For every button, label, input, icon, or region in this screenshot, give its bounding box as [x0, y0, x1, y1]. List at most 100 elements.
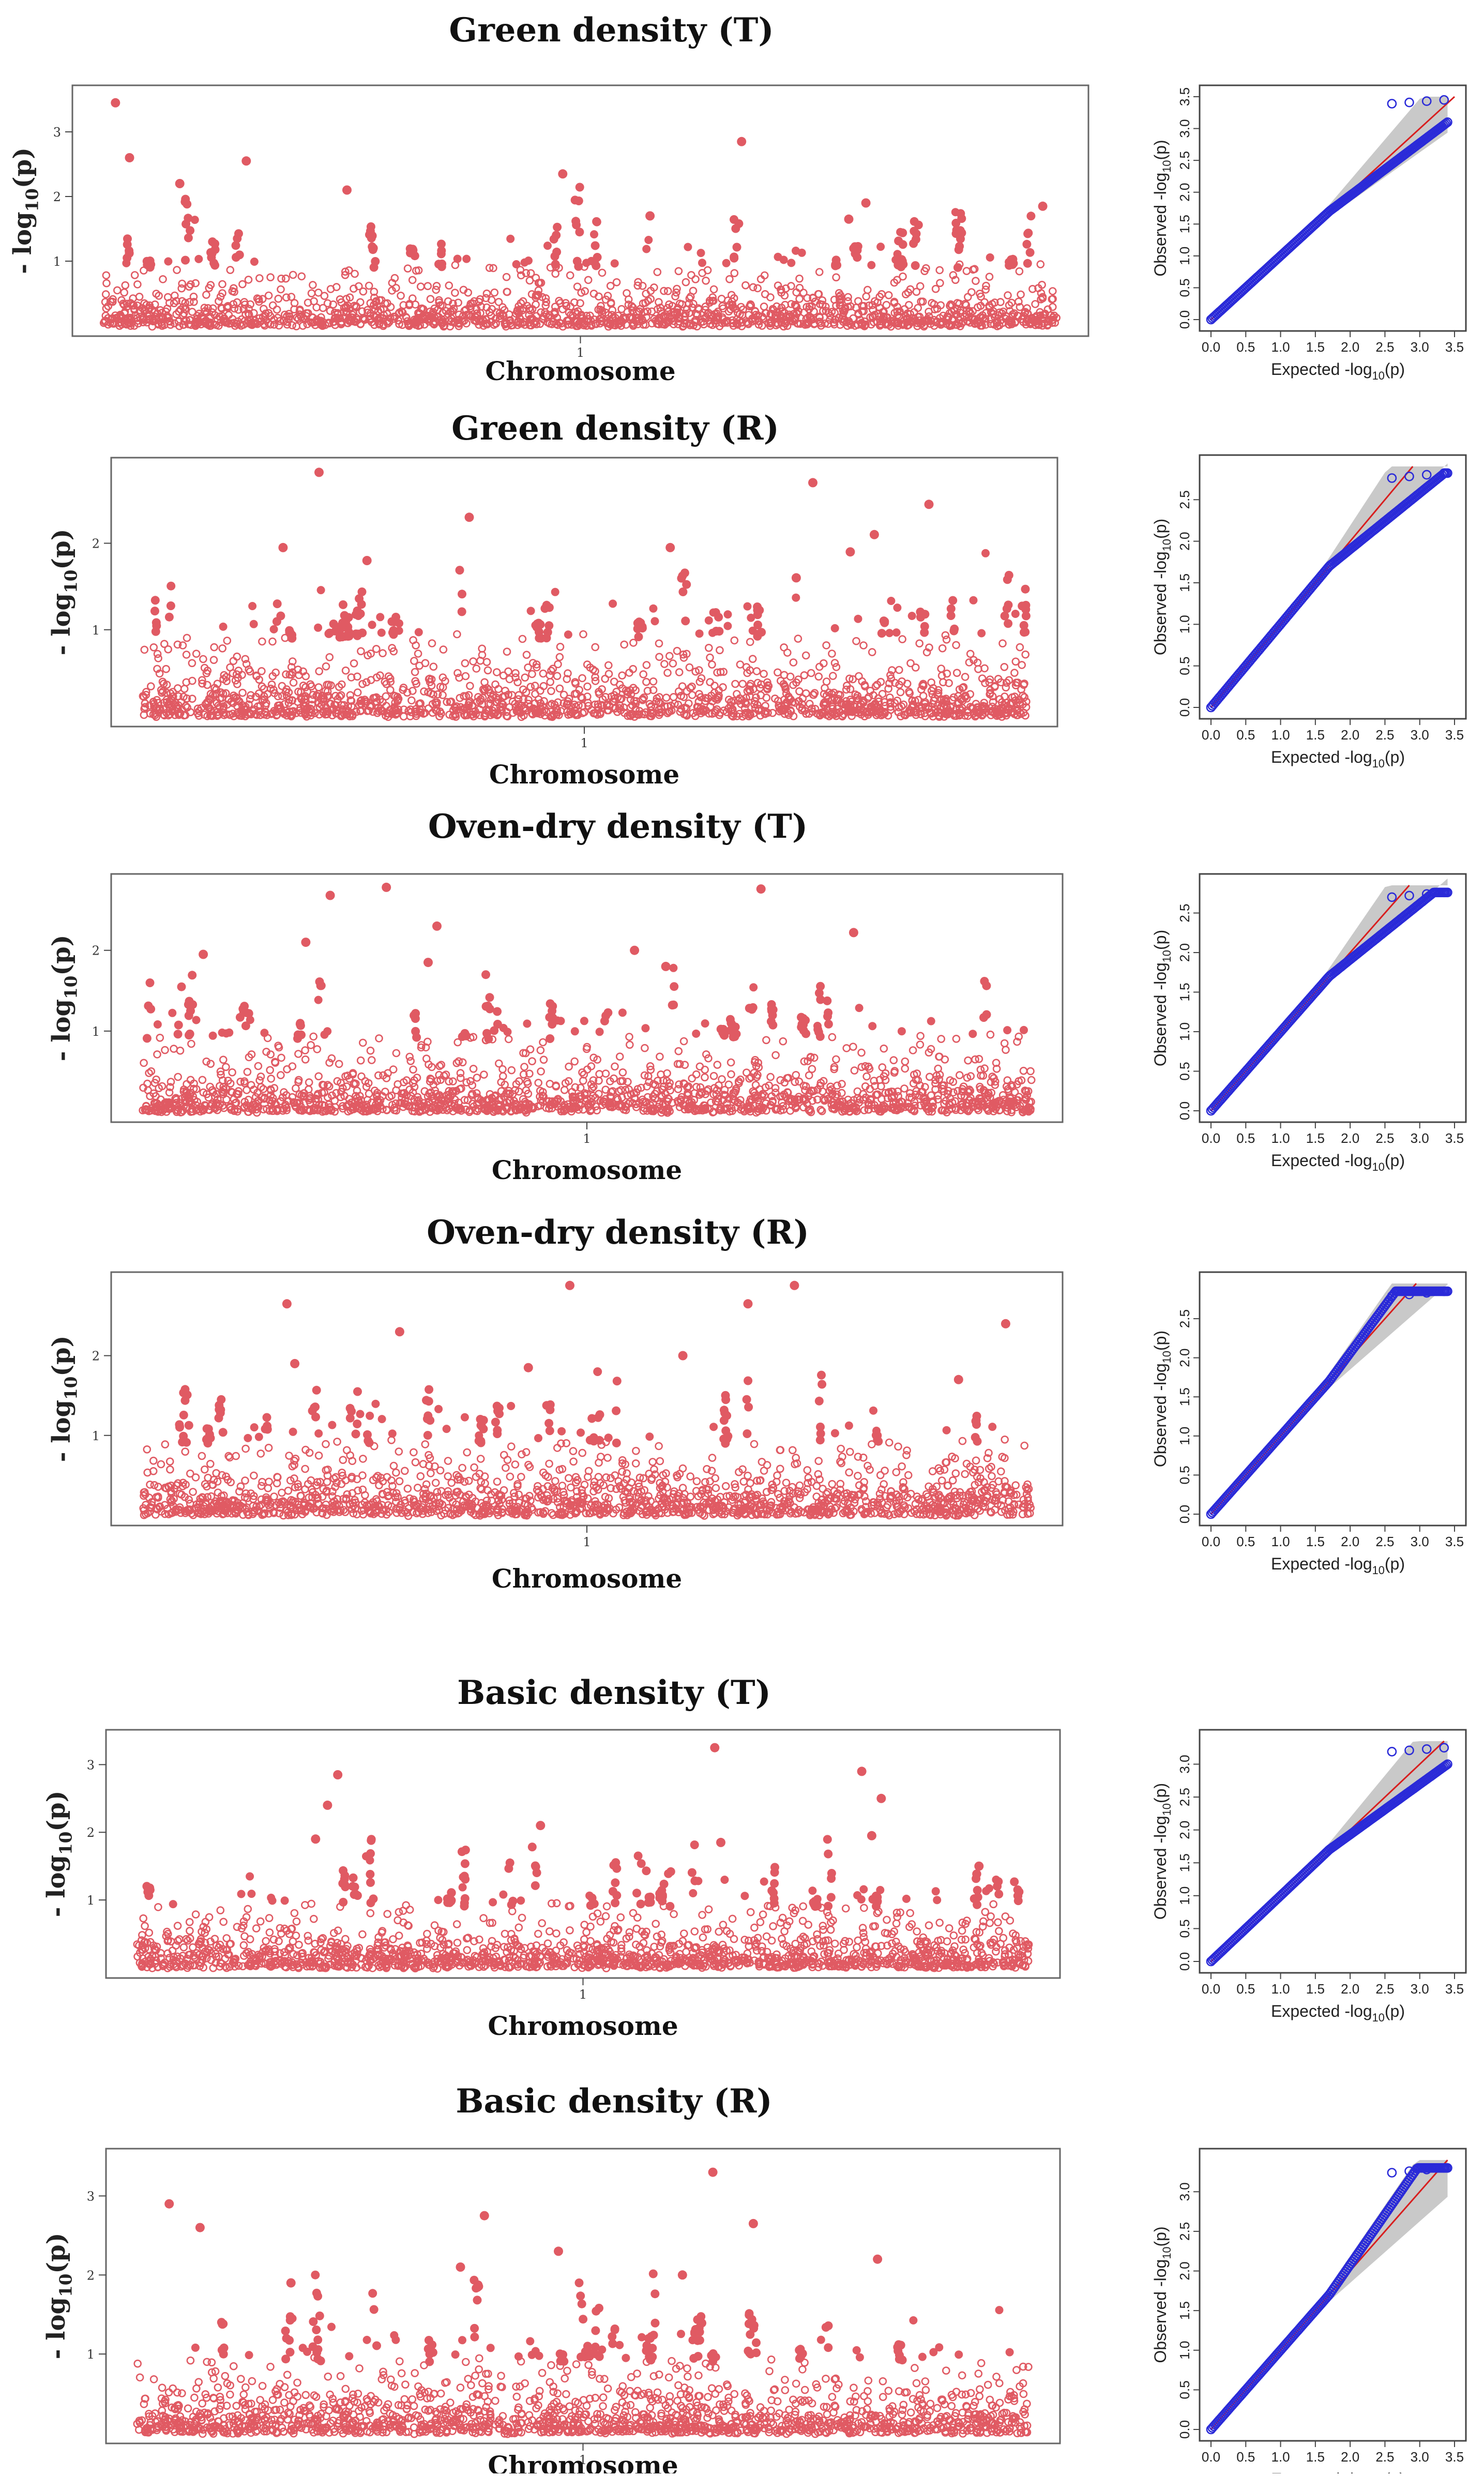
snp-point: [299, 323, 306, 329]
snp-point: [869, 649, 875, 656]
qq-y-tick-label: 2.0: [1177, 183, 1192, 202]
snp-point: [831, 624, 839, 632]
snp-point: [718, 295, 725, 302]
snp-point: [883, 301, 890, 308]
snp-point: [898, 229, 907, 237]
snp-point: [864, 286, 871, 293]
snp-point: [699, 269, 706, 276]
snp-point: [576, 183, 584, 192]
qq-y-tick-label: 2.0: [1177, 532, 1192, 551]
snp-point: [688, 271, 694, 278]
snp-point: [181, 686, 188, 692]
snp-point: [808, 670, 814, 676]
snp-point: [957, 229, 966, 237]
snp-point: [965, 1057, 972, 1064]
snp-point: [1028, 1077, 1035, 1083]
snp-point: [248, 602, 256, 610]
snp-point: [1016, 268, 1023, 275]
snp-point: [689, 1075, 695, 1082]
snp-point: [326, 654, 333, 660]
snp-point: [962, 673, 968, 680]
snp-point: [656, 640, 662, 647]
snp-point: [239, 281, 246, 288]
snp-point: [571, 1058, 578, 1065]
snp-point: [1012, 658, 1019, 665]
snp-point: [644, 236, 653, 244]
snp-point: [690, 288, 696, 294]
qq-y-tick-label: 3.0: [1177, 119, 1192, 138]
snp-point: [911, 261, 920, 270]
snp-point: [585, 277, 592, 283]
snp-point: [796, 275, 803, 282]
snp-point: [219, 645, 226, 652]
snp-point: [209, 1032, 217, 1040]
qq-y-tick-label: 1.5: [1177, 573, 1192, 592]
snp-point: [429, 640, 435, 647]
snp-point: [618, 306, 625, 312]
snp-point: [754, 606, 763, 614]
snp-point: [860, 642, 867, 649]
snp-point: [833, 663, 840, 670]
snp-point: [406, 249, 415, 258]
snp-point: [910, 217, 919, 226]
snp-point: [651, 617, 659, 625]
snp-point: [612, 1063, 618, 1070]
snp-point: [730, 252, 738, 261]
snp-point: [323, 663, 329, 670]
snp-point: [1020, 1067, 1027, 1074]
snp-point: [915, 305, 921, 311]
snp-point: [495, 298, 502, 305]
snp-point: [705, 644, 712, 651]
snp-point: [792, 594, 800, 602]
snp-point: [293, 323, 300, 330]
snp-point: [535, 1079, 542, 1086]
snp-point: [641, 1045, 648, 1051]
qq-y-tick-label: 0.0: [1177, 698, 1192, 717]
snp-point: [269, 638, 276, 645]
snp-point: [357, 299, 364, 306]
snp-point: [430, 663, 437, 670]
y-axis-label: - log10(p): [47, 935, 81, 1062]
snp-point: [175, 1074, 181, 1080]
snp-point: [287, 634, 296, 643]
snp-point: [680, 568, 689, 577]
snp-point: [605, 662, 612, 669]
snp-point: [278, 275, 285, 282]
snp-point: [667, 1087, 674, 1094]
snp-point: [880, 618, 889, 627]
snp-point: [732, 681, 739, 687]
snp-point: [267, 274, 274, 281]
snp-point: [234, 653, 240, 660]
qq-point: [1405, 98, 1414, 107]
snp-point: [389, 626, 398, 635]
snp-peak: [808, 478, 817, 487]
snp-point: [210, 657, 217, 663]
snp-point: [264, 1035, 271, 1041]
snp-point: [532, 683, 538, 689]
snp-point: [723, 622, 732, 630]
snp-point: [224, 637, 231, 644]
snp-point: [802, 652, 809, 659]
snp-point: [174, 267, 180, 274]
snp-point: [675, 268, 682, 275]
snp-point: [845, 294, 852, 300]
panel-title: Green density (T): [449, 11, 774, 50]
panel-2: Green density (R)121- log10(p)Chromosome…: [47, 409, 1466, 790]
snp-point: [795, 636, 801, 642]
snp-point: [802, 690, 809, 697]
snp-point: [752, 1082, 759, 1089]
snp-point: [1022, 651, 1029, 658]
qq-x-tick-label: 2.0: [1341, 339, 1359, 355]
qq-x-tick-label: 1.5: [1306, 339, 1325, 355]
snp-point: [591, 241, 600, 250]
snp-point: [391, 613, 400, 622]
snp-point: [359, 1039, 366, 1046]
snp-point: [987, 1031, 994, 1038]
snp-point: [1005, 292, 1011, 299]
snp-point: [377, 629, 386, 637]
snp-point: [154, 1051, 161, 1058]
snp-point: [731, 637, 738, 644]
snp-point: [141, 646, 148, 653]
